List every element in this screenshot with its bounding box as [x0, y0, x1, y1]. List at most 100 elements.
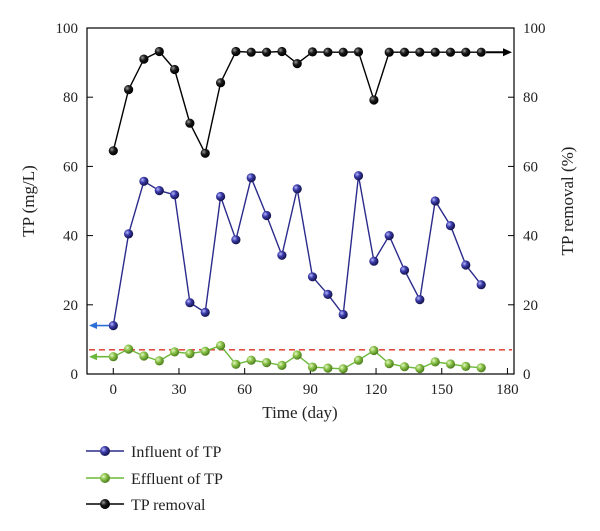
axis-ticks: [87, 27, 514, 375]
data-point-effluent: [461, 361, 471, 371]
data-point-influent: [384, 231, 394, 241]
data-point-influent: [323, 289, 333, 299]
data-point-removal: [399, 47, 410, 57]
data-point-effluent: [369, 345, 379, 356]
data-point-removal: [323, 47, 333, 57]
legend-item-removal: TP removal: [86, 497, 206, 514]
data-point-effluent: [307, 362, 318, 372]
x-tick-label: 60: [237, 382, 252, 398]
data-point-effluent: [445, 359, 456, 369]
data-point-removal: [338, 47, 348, 57]
data-point-removal: [461, 47, 471, 57]
data-point-effluent: [216, 341, 226, 351]
data-point-influent: [338, 309, 348, 320]
y-left-tick-label: 60: [63, 159, 78, 175]
data-point-effluent: [292, 350, 302, 360]
data-point-effluent: [185, 349, 195, 359]
data-point-influent: [262, 210, 272, 221]
x-tick-label: 90: [303, 382, 318, 398]
data-point-removal: [476, 47, 486, 57]
data-point-removal: [369, 95, 379, 105]
data-point-influent: [139, 176, 149, 186]
data-point-influent: [170, 190, 180, 200]
data-point-influent: [216, 191, 226, 202]
y-left-tick-label: 80: [63, 90, 78, 106]
legend-label-influent: Influent of TP: [131, 444, 221, 461]
legend-marker-influent: [100, 446, 110, 456]
data-point-removal: [262, 47, 272, 57]
data-point-effluent: [384, 359, 394, 369]
data-point-influent: [246, 173, 256, 183]
data-point-removal: [307, 47, 318, 57]
data-point-effluent: [430, 357, 440, 367]
data-point-removal: [154, 46, 164, 57]
data-point-effluent: [154, 356, 164, 366]
y-left-tick-label: 0: [71, 367, 79, 383]
arrow-head-removal: [503, 48, 512, 57]
legend-marker-effluent: [100, 473, 110, 483]
y-right-tick-label: 0: [523, 367, 531, 383]
data-point-influent: [399, 265, 410, 275]
x-tick-label: 150: [430, 382, 453, 398]
legend-item-effluent: Effluent of TP: [86, 471, 223, 488]
data-point-effluent: [399, 362, 410, 372]
data-point-effluent: [353, 355, 364, 365]
data-point-effluent: [277, 360, 287, 370]
series-effluent: [108, 341, 486, 374]
y-right-tick-label: 20: [523, 298, 538, 314]
data-point-removal: [246, 47, 256, 57]
series-removal: [108, 46, 486, 158]
data-point-removal: [445, 47, 456, 57]
data-point-effluent: [231, 359, 241, 369]
data-point-removal: [415, 47, 425, 57]
data-point-removal: [384, 47, 394, 57]
x-axis-title: Time (day): [262, 403, 337, 422]
arrow-head-influent: [89, 322, 97, 330]
y-right-tick-label: 40: [523, 229, 538, 245]
data-point-influent: [369, 256, 379, 266]
data-point-effluent: [200, 346, 210, 356]
y-left-tick-label: 20: [63, 298, 78, 314]
series-line-influent: [112, 175, 482, 326]
data-point-influent: [353, 171, 364, 181]
series-layer: [108, 46, 486, 374]
x-tick-label: 120: [365, 382, 388, 398]
data-point-influent: [108, 321, 118, 331]
legend-label-removal: TP removal: [131, 497, 206, 514]
data-point-influent: [124, 229, 134, 239]
plot-frame: [86, 27, 515, 375]
data-point-effluent: [170, 347, 180, 357]
data-point-effluent: [338, 364, 348, 374]
data-point-influent: [476, 280, 486, 290]
y-axis-right-title: TP removal (%): [558, 147, 577, 256]
data-point-influent: [185, 298, 195, 308]
data-point-influent: [307, 272, 318, 282]
data-point-removal: [430, 47, 440, 57]
data-point-removal: [139, 54, 149, 64]
legend-item-influent: Influent of TP: [86, 444, 221, 461]
arrow-head-effluent: [89, 353, 97, 361]
data-point-influent: [154, 186, 164, 196]
y-right-tick-label: 80: [523, 90, 538, 106]
y-right-tick-label: 100: [523, 21, 546, 37]
data-point-influent: [231, 235, 241, 245]
data-point-removal: [170, 64, 180, 75]
data-point-influent: [461, 260, 471, 270]
data-point-effluent: [124, 344, 134, 354]
data-point-removal: [200, 148, 210, 158]
x-tick-label: 0: [110, 382, 118, 398]
data-point-influent: [445, 221, 456, 231]
data-point-influent: [277, 250, 287, 260]
x-tick-label: 180: [496, 382, 519, 398]
data-point-removal: [292, 59, 302, 69]
y-right-tick-label: 60: [523, 159, 538, 175]
series-influent: [108, 171, 486, 331]
data-point-effluent: [415, 363, 425, 374]
data-point-influent: [200, 307, 210, 317]
data-point-removal: [124, 85, 134, 95]
data-point-effluent: [476, 363, 486, 373]
legend-marker-removal: [100, 499, 110, 509]
